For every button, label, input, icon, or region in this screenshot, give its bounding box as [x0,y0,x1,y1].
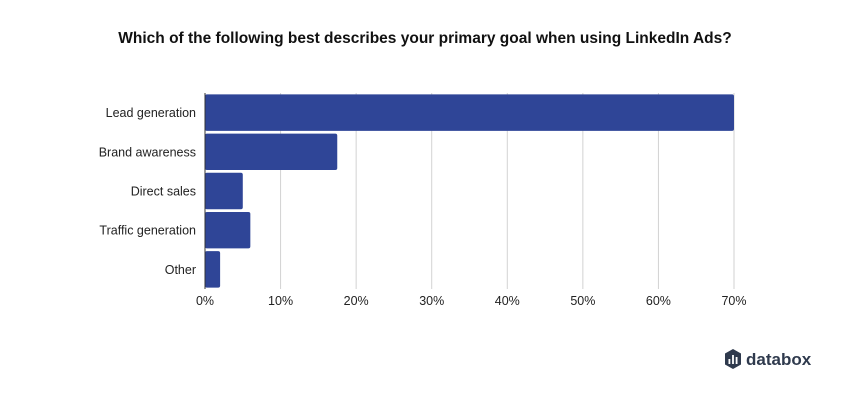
x-tick-label: 0% [196,294,214,308]
x-tick-label: 70% [721,294,746,308]
databox-wordmark: databox [746,350,812,369]
x-tick-label: 50% [570,294,595,308]
chart-title: Which of the following best describes yo… [118,30,731,47]
x-tick-label: 10% [268,294,293,308]
x-tick-label: 30% [419,294,444,308]
x-tick-label: 20% [344,294,369,308]
x-tick-label: 60% [646,294,671,308]
category-label: Other [165,263,196,277]
bar [205,94,734,131]
bar [205,133,338,171]
bars [205,94,734,288]
bar [205,211,251,249]
bar [205,172,243,210]
category-label: Brand awareness [99,145,196,159]
databox-logo-icon [725,349,741,369]
category-label: Lead generation [106,106,196,120]
category-label: Traffic generation [99,224,196,238]
category-label: Direct sales [131,185,196,199]
bar [205,251,221,288]
axes: 0% 10% 20% 30% 40% 50% 60% 70% Lead generation Br… [99,93,747,308]
databox-logo: databox [725,349,812,369]
x-tick-label: 40% [495,294,520,308]
